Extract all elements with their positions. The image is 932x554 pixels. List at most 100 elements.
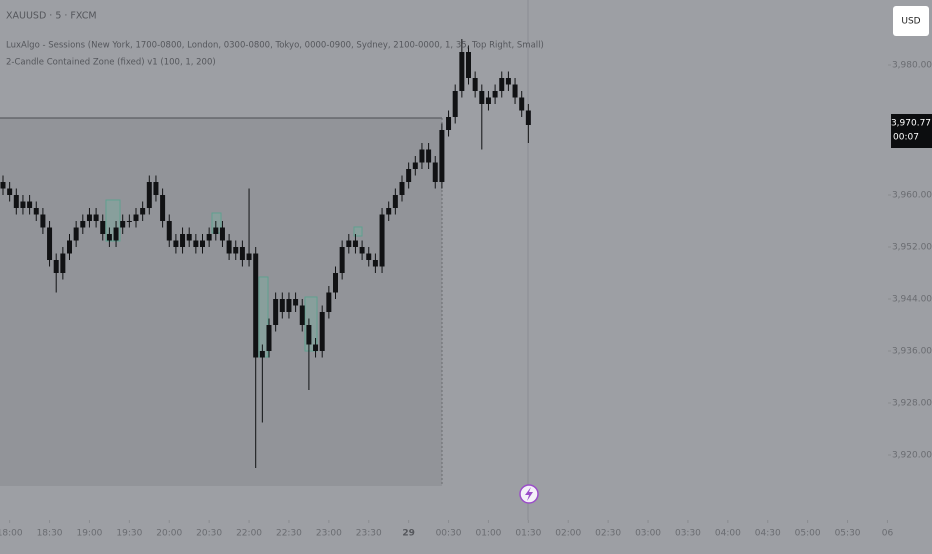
candle-body [120,221,126,228]
candle-body [412,162,418,169]
candle-body [459,52,465,91]
x-tick-label: 01:30 [515,529,541,539]
x-tick-label: 19:30 [116,529,142,539]
candle-body [0,182,6,189]
candle-body [319,312,325,351]
candle-body [93,214,99,221]
candle-body [505,78,511,85]
y-tick-label: 3,952.00 [892,243,932,253]
candle-body [333,273,338,293]
candle-body [293,299,299,306]
candle-body [466,52,471,78]
candle-body [140,208,146,215]
candle-body [386,208,392,215]
candle-body [485,97,491,104]
x-tick-label: 20:00 [156,529,182,539]
y-tick-label: 3,936.00 [892,347,932,357]
candle-body [259,351,265,358]
currency-button[interactable] [893,6,929,36]
candle-body [40,214,46,228]
x-tick-label: 02:30 [595,529,621,539]
candle-body [20,201,26,208]
candle-body [339,247,345,273]
candle-body [133,214,139,221]
candle-body [47,227,53,260]
candle-body [193,240,199,247]
candle-body [233,247,239,254]
candle-body [379,214,385,267]
x-tick-label: 05:00 [795,529,821,539]
x-tick-label: 18:30 [37,529,63,539]
candle-body [472,78,478,91]
candle-body [399,182,405,195]
candle-body [126,221,132,222]
candle-body [33,208,39,215]
candle-body [273,299,279,325]
candle-body [419,149,425,163]
indicator-label: LuxAlgo - Sessions (New York, 1700-0800,… [6,41,544,51]
candle-body [60,253,66,273]
y-tick-label: 3,928.00 [892,399,932,409]
x-tick-label: 00:30 [436,529,462,539]
x-tick-label: 19:00 [76,529,102,539]
indicator-label: 2-Candle Contained Zone (fixed) v1 (100,… [6,58,216,68]
candle-body [53,260,59,273]
x-tick-label: 03:30 [675,529,701,539]
candle-body [73,227,79,241]
candle-body [279,299,285,312]
candle-body [146,182,152,208]
lightning-icon [525,487,533,501]
candle-body [525,110,531,125]
candle-body [372,260,378,267]
candle-body [153,182,159,195]
symbol: XAUUSD · 5 · FXCM [6,11,97,22]
candle-body [67,240,72,254]
session-box [0,118,442,486]
x-tick-label: 04:00 [715,529,741,539]
candle-body [226,240,232,254]
candle-body [206,234,212,241]
candle-body [219,227,225,241]
candle-body [359,247,365,254]
candle-body [426,149,432,163]
candle-body [313,344,319,351]
x-tick-label: 22:30 [276,529,302,539]
x-tick-label: 23:00 [316,529,342,539]
candle-body [7,188,13,195]
x-tick-label: 02:00 [555,529,581,539]
currency-label[interactable]: USD [901,17,920,27]
price-tag-label: 3,970.77 [891,118,931,128]
candle-body [366,253,372,260]
x-tick-label: 18:00 [0,529,23,539]
x-tick-label: 22:00 [236,529,262,539]
candle-body [432,162,438,182]
candle-body [352,240,358,247]
candle-body [180,234,186,247]
y-tick-label: 3,920.00 [892,451,932,461]
candle-body [446,117,452,130]
candle-body [213,227,219,234]
x-tick-label: 01:00 [475,529,501,539]
y-tick-label: 3,944.00 [892,295,932,305]
x-tick-label: 06 [882,529,894,539]
x-tick-label: 03:00 [635,529,661,539]
candle-body [200,240,205,247]
x-tick-label: 20:30 [196,529,222,539]
candle-body [253,253,259,358]
candle-body [100,221,106,234]
candle-body [166,221,172,241]
price-tag [891,113,932,148]
candle-body [113,227,119,241]
candle-body [186,234,192,241]
y-tick-label: 3,980.00 [892,61,932,71]
x-tick-label: 04:30 [755,529,781,539]
candle-body [452,91,458,117]
candle-body [13,195,19,208]
candle-body [326,292,332,312]
candle-body [286,299,292,312]
y-tick-label: 3,960.00 [892,191,932,201]
countdown: 00:07 [893,132,919,142]
candle-body [479,91,485,104]
candle-body [512,84,518,98]
